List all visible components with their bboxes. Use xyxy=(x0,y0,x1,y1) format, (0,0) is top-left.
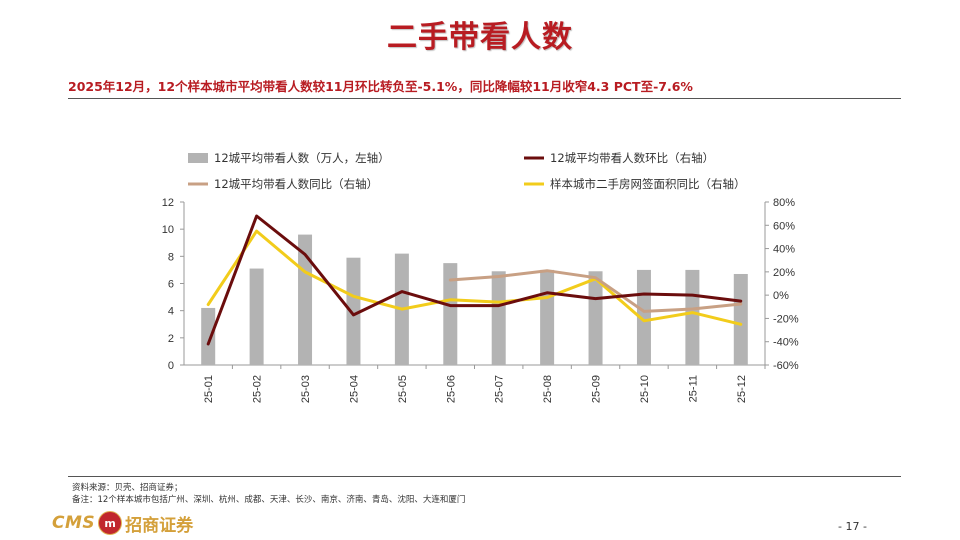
right-tick-label: 20% xyxy=(773,267,795,279)
x-tick-label: 25-02 xyxy=(252,375,264,403)
left-tick-label: 2 xyxy=(168,333,174,345)
left-tick-label: 12 xyxy=(162,197,174,209)
source-note: 资料来源：贝壳、招商证券； xyxy=(72,483,183,493)
legend-bars-swatch xyxy=(188,153,208,163)
x-tick-label: 25-10 xyxy=(639,375,651,403)
line-mom xyxy=(206,214,743,346)
bar-avg-viewers xyxy=(346,257,361,365)
x-tick-label: 25-08 xyxy=(542,375,554,403)
bar-avg-viewers xyxy=(491,271,506,365)
chart-subtitle: 2025年12月，12个样本城市平均带看人数较11月环比转负至-5.1%，同比降… xyxy=(68,79,693,94)
company-logo: CMS m 招商证券 xyxy=(52,510,193,536)
bottom-divider xyxy=(68,476,901,477)
bar-avg-viewers xyxy=(443,263,458,365)
right-tick-label: 80% xyxy=(773,197,795,209)
right-tick-label: -20% xyxy=(773,313,799,325)
right-tick-label: 0% xyxy=(773,290,789,302)
right-tick-label: 40% xyxy=(773,244,795,256)
legend-bars-label: 12城平均带看人数（万人，左轴） xyxy=(214,151,390,165)
bar-avg-viewers xyxy=(588,271,603,365)
x-tick-label: 25-12 xyxy=(736,375,748,403)
logo-badge-icon: m xyxy=(98,511,123,535)
logo-cms-text: CMS xyxy=(52,513,96,533)
x-tick-label: 25-11 xyxy=(687,375,699,402)
bar-avg-viewers xyxy=(540,269,555,365)
left-tick-label: 8 xyxy=(168,251,174,263)
page-number: - 17 - xyxy=(838,520,867,533)
legend-area-yoy-label: 样本城市二手房网签面积同比（右轴） xyxy=(550,177,746,191)
logo-company-name: 招商证券 xyxy=(125,515,194,536)
left-tick-label: 6 xyxy=(168,279,174,291)
x-tick-label: 25-07 xyxy=(494,375,506,403)
x-tick-label: 25-01 xyxy=(203,375,215,403)
cities-note: 备注：12个样本城市包括广州、深圳、杭州、成都、天津、长沙、南京、济南、青岛、沈… xyxy=(72,495,466,505)
page-title: 二手带看人数 xyxy=(387,20,573,55)
bar-avg-viewers xyxy=(685,269,700,365)
x-tick-label: 25-04 xyxy=(348,375,360,403)
left-tick-label: 4 xyxy=(168,306,174,318)
x-tick-label: 25-09 xyxy=(591,375,603,403)
left-tick-label: 10 xyxy=(162,224,174,236)
bar-avg-viewers xyxy=(733,273,748,365)
top-divider xyxy=(68,98,901,99)
bar-avg-viewers xyxy=(249,268,264,365)
footnotes: 资料来源：贝壳、招商证券； 备注：12个样本城市包括广州、深圳、杭州、成都、天津… xyxy=(72,482,465,506)
bar-avg-viewers xyxy=(201,307,216,365)
right-tick-label: -60% xyxy=(773,360,799,372)
line-area-yoy xyxy=(206,229,743,326)
x-tick-label: 25-03 xyxy=(300,375,312,403)
right-tick-label: -40% xyxy=(773,337,799,349)
legend-mom-label: 12城平均带看人数环比（右轴） xyxy=(550,151,714,165)
left-tick-label: 0 xyxy=(168,360,174,372)
x-tick-label: 25-05 xyxy=(397,375,409,403)
x-tick-label: 25-06 xyxy=(445,375,457,403)
right-tick-label: 60% xyxy=(773,220,795,232)
legend-yoy-label: 12城平均带看人数同比（右轴） xyxy=(214,177,378,191)
